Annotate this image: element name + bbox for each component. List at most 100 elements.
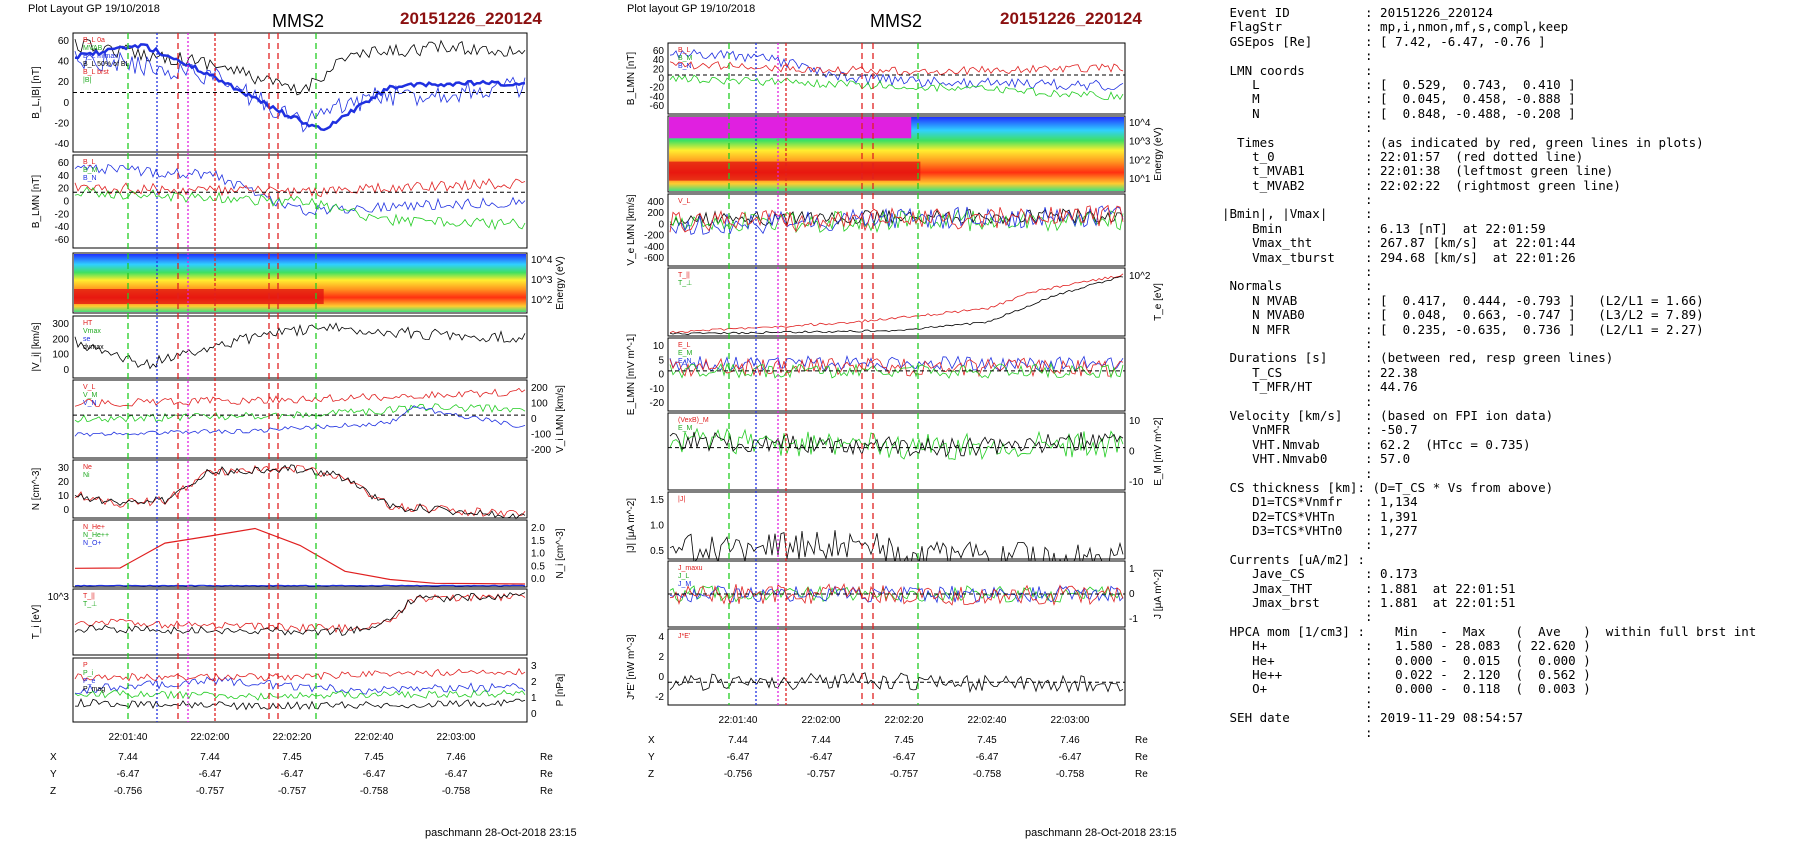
right-legend-label: |J| bbox=[678, 496, 685, 503]
info-line: D3=TCS*VHTn0 : 1,277 bbox=[1222, 523, 1418, 539]
right-time-tick: 22:03:00 bbox=[1051, 715, 1090, 726]
info-line: : bbox=[1222, 48, 1373, 64]
event-info-text: Event ID : 20151226_220124 FlagStr : mp,… bbox=[1222, 5, 1756, 740]
right-ytick-label: 1.0 bbox=[650, 521, 664, 532]
right-orbit-unit: Re bbox=[1135, 752, 1148, 763]
left-orbit-value: 7.45 bbox=[364, 752, 384, 763]
info-line: Times : (as indicated by red, green line… bbox=[1222, 134, 1704, 150]
right-orbit-label: Y bbox=[648, 752, 655, 763]
info-line: O+ : 0.000 - 0.118 ( 0.003 ) bbox=[1222, 681, 1591, 697]
info-line: VnMFR : -50.7 bbox=[1222, 422, 1418, 438]
left-ytick-label: 0 bbox=[63, 197, 69, 208]
left-trace bbox=[74, 593, 526, 633]
left-ytick-label: 10^4 bbox=[531, 255, 553, 266]
right-ylabel: Energy (eV) bbox=[1153, 127, 1164, 180]
info-line: VHT.Nmvab : 62.2 (HTcc = 0.735) bbox=[1222, 436, 1531, 452]
left-ytick-label: 60 bbox=[58, 158, 70, 169]
left-ytick-label: -20 bbox=[55, 118, 70, 129]
left-trace bbox=[74, 698, 526, 711]
info-line: SEH date : 2019-11-29 08:54:57 bbox=[1222, 710, 1524, 726]
right-orbit-value: -6.47 bbox=[893, 752, 916, 763]
right-time-tick: 22:01:40 bbox=[719, 715, 758, 726]
info-line: N MFR : [ 0.235, -0.635, 0.736 ] (L2/L1 … bbox=[1222, 321, 1704, 337]
left-orbit-value: 7.46 bbox=[446, 752, 466, 763]
left-legend-label: B_M bbox=[83, 167, 98, 174]
left-ylabel: P [nPa] bbox=[555, 673, 566, 706]
left-ytick-label: 2.0 bbox=[531, 523, 545, 534]
right-legend-label: V_L bbox=[678, 198, 691, 205]
left-ytick-label: -40 bbox=[55, 222, 70, 233]
info-line: Vmax_tburst : 294.68 [km/s] at 22:01:26 bbox=[1222, 249, 1576, 265]
left-orbit-value: -6.47 bbox=[363, 769, 386, 780]
info-line: : bbox=[1222, 609, 1373, 625]
left-ytick-label: 3 bbox=[531, 661, 537, 672]
right-panel bbox=[667, 412, 1126, 491]
info-line: CS thickness [km]: (D=T_CS * Vs from abo… bbox=[1222, 479, 1554, 495]
left-ytick-label: 10^2 bbox=[531, 295, 553, 306]
left-ylabel: N [cm^-3] bbox=[31, 468, 42, 511]
left-ylabel: T_i [eV] bbox=[31, 605, 42, 640]
info-line: t_MVAB2 : 22:02:22 (rightmost green line… bbox=[1222, 177, 1621, 193]
left-trace bbox=[74, 178, 526, 199]
right-ytick-label: 0 bbox=[658, 74, 664, 85]
left-legend-label: Vmax bbox=[83, 328, 101, 335]
right-spectrogram-band bbox=[669, 117, 912, 139]
left-ytick-label: -40 bbox=[55, 139, 70, 150]
left-ylabel: V_i LMN [km/s] bbox=[555, 385, 566, 453]
right-panel bbox=[667, 628, 1126, 706]
left-trace bbox=[74, 43, 526, 132]
right-ytick-label: 40 bbox=[653, 55, 665, 66]
left-ytick-label: 0 bbox=[531, 709, 537, 720]
right-ylabel: J*E' [nW m^-3] bbox=[626, 634, 637, 700]
left-panel bbox=[72, 154, 528, 249]
right-ytick-label: -10 bbox=[650, 384, 665, 395]
info-line: t_0 : 22:01:57 (red dotted line) bbox=[1222, 148, 1584, 164]
right-ytick-label: 10^3 bbox=[1129, 137, 1151, 148]
left-legend-label: B_L brst bbox=[83, 69, 109, 76]
right-orbit-value: -0.757 bbox=[890, 769, 919, 780]
left-legend-label: N_O+ bbox=[83, 540, 101, 547]
info-line: : bbox=[1222, 335, 1373, 351]
left-ytick-label: -100 bbox=[531, 430, 551, 441]
left-panel-frame bbox=[72, 459, 528, 519]
right-legend-label: B_N bbox=[678, 63, 692, 70]
right-ytick-label: 0 bbox=[1129, 447, 1135, 458]
left-panel bbox=[72, 459, 528, 520]
right-ytick-label: -20 bbox=[650, 83, 665, 94]
left-ytick-label: 60 bbox=[58, 36, 70, 47]
right-trace bbox=[669, 530, 1124, 572]
right-ylabel: |J| [μA m^-2] bbox=[626, 498, 637, 553]
right-orbit-value: -0.758 bbox=[1056, 769, 1085, 780]
left-trace bbox=[74, 464, 526, 518]
right-panel bbox=[667, 337, 1126, 412]
left-orbit-label: X bbox=[50, 752, 57, 763]
right-panel-frame bbox=[667, 412, 1126, 491]
left-ytick-label: 10 bbox=[58, 491, 70, 502]
left-orbit-unit: Re bbox=[540, 752, 553, 763]
left-ytick-label: 1.0 bbox=[531, 549, 545, 560]
right-ylabel: T_e [eV] bbox=[1153, 283, 1164, 321]
right-ytick-label: 1.5 bbox=[650, 495, 664, 506]
left-legend-label: P bbox=[83, 662, 88, 669]
left-legend-label: V_N bbox=[83, 400, 97, 407]
right-ytick-label: 0 bbox=[658, 672, 664, 683]
right-trace bbox=[669, 354, 1124, 372]
right-panel-frame bbox=[667, 337, 1126, 412]
right-legend-label: J*E' bbox=[678, 633, 690, 640]
left-ytick-label: -20 bbox=[55, 209, 70, 220]
left-orbit-label: Z bbox=[50, 786, 56, 797]
right-footer: paschmann 28-Oct-2018 23:15 bbox=[1025, 827, 1177, 839]
left-trace bbox=[74, 322, 526, 370]
right-time-tick: 22:02:00 bbox=[802, 715, 841, 726]
info-line: He++ : 0.022 - 2.120 ( 0.562 ) bbox=[1222, 666, 1591, 682]
left-trace bbox=[74, 163, 526, 216]
left-legend-label: V_L bbox=[83, 384, 96, 391]
right-ytick-label: -10 bbox=[1129, 477, 1144, 488]
right-orbit-value: -6.47 bbox=[810, 752, 833, 763]
left-ytick-label: 30 bbox=[58, 463, 70, 474]
right-trace bbox=[669, 672, 1124, 694]
right-event: 20151226_220124 bbox=[1000, 9, 1142, 28]
left-panel bbox=[72, 252, 528, 314]
right-ytick-label: -200 bbox=[644, 231, 664, 242]
